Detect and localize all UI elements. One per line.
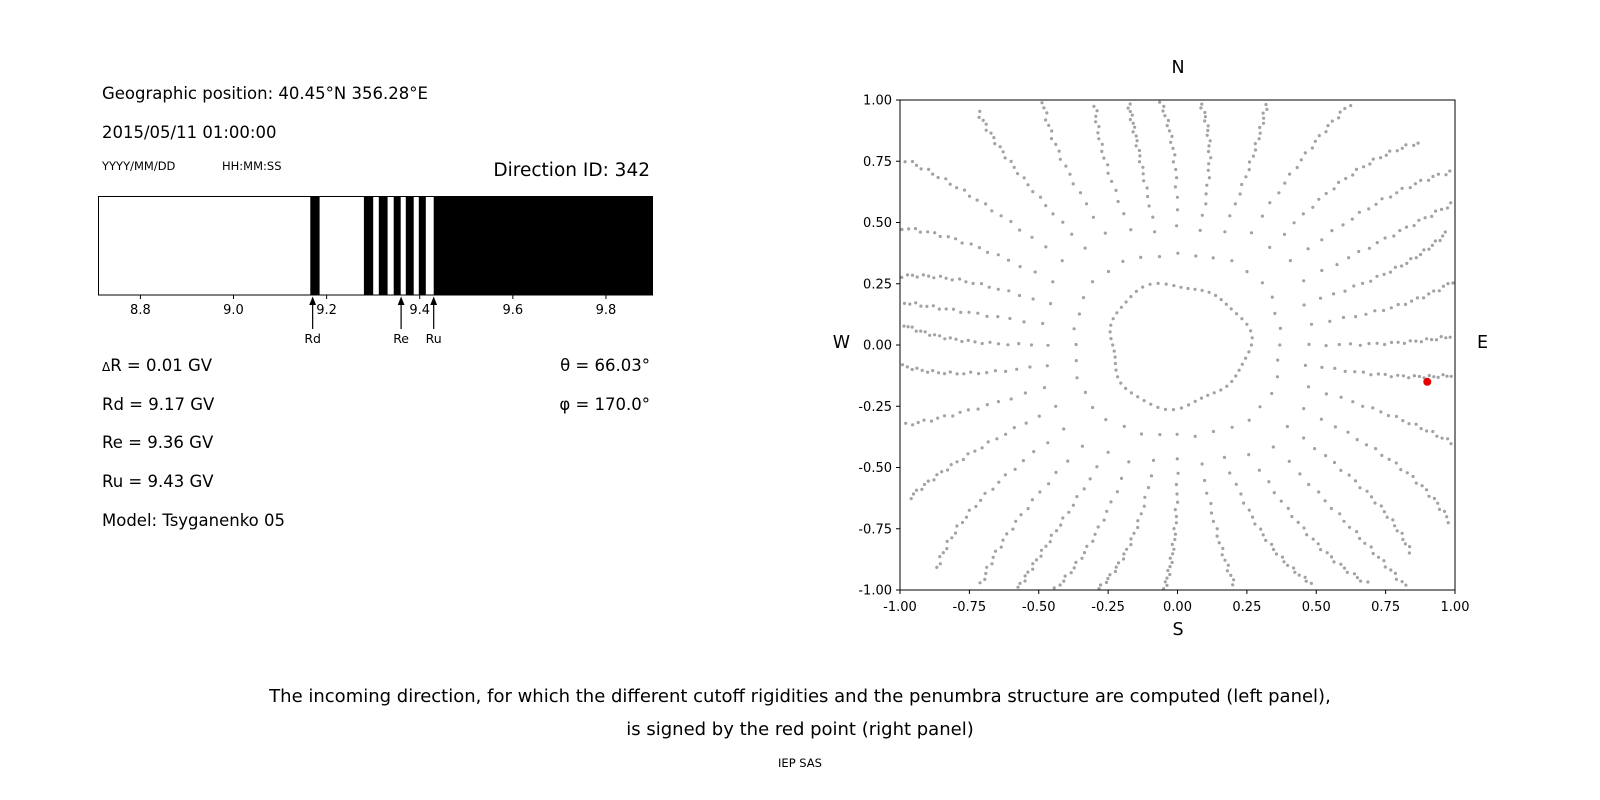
svg-text:9.4: 9.4	[409, 303, 430, 318]
compass-label-north: N	[1171, 58, 1185, 78]
svg-text:-1.00: -1.00	[883, 600, 917, 615]
value-ru: Ru = 9.43 GV	[102, 472, 214, 491]
delta-symbol: Δ	[102, 360, 111, 374]
figure-caption: The incoming direction, for which the di…	[0, 686, 1600, 770]
value-rd: Rd = 9.17 GV	[102, 395, 215, 414]
svg-text:-0.25: -0.25	[1091, 600, 1125, 615]
value-delta-r: ΔR = 0.01 GV	[102, 356, 213, 375]
svg-text:0.50: 0.50	[863, 216, 892, 231]
svg-text:8.8: 8.8	[130, 303, 151, 318]
svg-text:9.0: 9.0	[223, 303, 244, 318]
credit-label: IEP SAS	[778, 756, 822, 771]
value-re: Re = 9.36 GV	[102, 433, 214, 452]
value-theta: θ = 66.03°	[560, 356, 650, 375]
svg-text:Re: Re	[393, 331, 409, 346]
compass-label-south: S	[1172, 620, 1184, 640]
svg-text:Ru: Ru	[426, 331, 442, 346]
direction-id-label: Direction ID: 342	[493, 160, 650, 181]
svg-text:9.6: 9.6	[502, 303, 523, 318]
svg-text:0.75: 0.75	[1371, 600, 1400, 615]
asymptotic-direction-plot: -1.00 -0.75 -0.50 -0.25 0.00 0.25 0.50 0.75 1.00…	[845, 88, 1485, 627]
value-phi: φ = 170.0°	[559, 395, 650, 414]
date-format-hint: YYYY/MM/DD	[102, 159, 176, 173]
svg-text:0.00: 0.00	[1163, 600, 1192, 615]
svg-text:0.25: 0.25	[1232, 600, 1261, 615]
svg-text:0.75: 0.75	[863, 155, 892, 170]
model-label: Model: Tsyganenko 05	[102, 511, 286, 530]
compass-label-east: E	[1477, 333, 1489, 353]
caption-line-2: is signed by the red point (right panel)	[626, 718, 974, 740]
svg-text:-0.50: -0.50	[858, 461, 892, 476]
penumbra-chart: 8.8 9.0 9.2 9.4 9.6 9.8 Rd Re Ru	[98, 196, 660, 358]
observation-datetime: 2015/05/11 01:00:00	[102, 123, 277, 142]
asymptotic-direction-svg: -1.00 -0.75 -0.50 -0.25 0.00 0.25 0.50 0.75 1.00…	[858, 94, 1470, 616]
svg-text:-0.75: -0.75	[858, 522, 892, 537]
time-format-hint: HH:MM:SS	[222, 159, 282, 173]
svg-text:-0.25: -0.25	[858, 400, 892, 415]
svg-text:-0.50: -0.50	[1022, 600, 1056, 615]
svg-text:0.50: 0.50	[1302, 600, 1331, 615]
svg-text:1.00: 1.00	[863, 94, 892, 109]
penumbra-chart-svg: 8.8 9.0 9.2 9.4 9.6 9.8 Rd Re Ru	[98, 196, 653, 346]
caption-line-1: The incoming direction, for which the di…	[269, 686, 1331, 707]
svg-text:-1.00: -1.00	[858, 584, 892, 599]
svg-text:0.00: 0.00	[863, 339, 892, 354]
svg-text:9.8: 9.8	[596, 303, 617, 318]
delta-r-text: R = 0.01 GV	[110, 356, 213, 375]
svg-text:0.25: 0.25	[863, 277, 892, 292]
svg-text:1.00: 1.00	[1441, 600, 1470, 615]
svg-text:Rd: Rd	[304, 331, 321, 346]
geographic-position-text: Geographic position: 40.45°N 356.28°E	[102, 84, 428, 103]
svg-text:-0.75: -0.75	[953, 600, 987, 615]
svg-text:9.2: 9.2	[316, 303, 337, 318]
compass-label-west: W	[832, 333, 850, 353]
